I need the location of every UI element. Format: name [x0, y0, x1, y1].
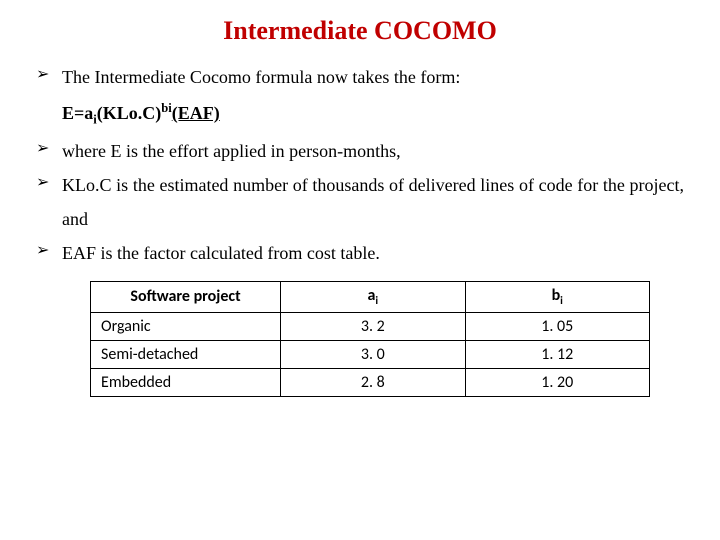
cell-bi: 1. 20: [465, 368, 649, 396]
formula: E=ai(KLo.C)bi(EAF): [62, 98, 684, 130]
page-title: Intermediate COCOMO: [36, 16, 684, 46]
bullet-item: KLo.C is the estimated number of thousan…: [36, 168, 684, 236]
col-header-ai-sub: i: [375, 294, 378, 308]
cell-project: Semi-detached: [91, 340, 281, 368]
bullet-item: The Intermediate Cocomo formula now take…: [36, 60, 684, 94]
formula-mid: (KLo.C): [97, 103, 162, 123]
formula-eaf: (EAF): [172, 103, 220, 123]
slide: Intermediate COCOMO The Intermediate Coc…: [0, 0, 720, 540]
table-header-row: Software project ai bi: [91, 281, 650, 312]
table-row: Semi-detached 3. 0 1. 12: [91, 340, 650, 368]
formula-prefix: E=a: [62, 103, 93, 123]
bullet-list: The Intermediate Cocomo formula now take…: [36, 60, 684, 94]
cell-project: Organic: [91, 312, 281, 340]
cell-ai: 3. 2: [281, 312, 465, 340]
table-row: Embedded 2. 8 1. 20: [91, 368, 650, 396]
cell-project: Embedded: [91, 368, 281, 396]
cocomo-table-container: Software project ai bi Organic 3. 2 1. 0…: [90, 281, 650, 397]
col-header-bi-sub: i: [560, 294, 563, 308]
col-header-bi-base: b: [552, 286, 561, 305]
table-row: Organic 3. 2 1. 05: [91, 312, 650, 340]
col-header-ai: ai: [281, 281, 465, 312]
bullet-item: where E is the effort applied in person-…: [36, 134, 684, 168]
col-header-project: Software project: [91, 281, 281, 312]
cell-ai: 2. 8: [281, 368, 465, 396]
table-body: Organic 3. 2 1. 05 Semi-detached 3. 0 1.…: [91, 312, 650, 396]
bullet-list-2: where E is the effort applied in person-…: [36, 134, 684, 271]
cell-ai: 3. 0: [281, 340, 465, 368]
cell-bi: 1. 12: [465, 340, 649, 368]
cocomo-table: Software project ai bi Organic 3. 2 1. 0…: [90, 281, 650, 397]
formula-sup: bi: [161, 101, 172, 115]
bullet-item: EAF is the factor calculated from cost t…: [36, 236, 684, 270]
cell-bi: 1. 05: [465, 312, 649, 340]
col-header-bi: bi: [465, 281, 649, 312]
